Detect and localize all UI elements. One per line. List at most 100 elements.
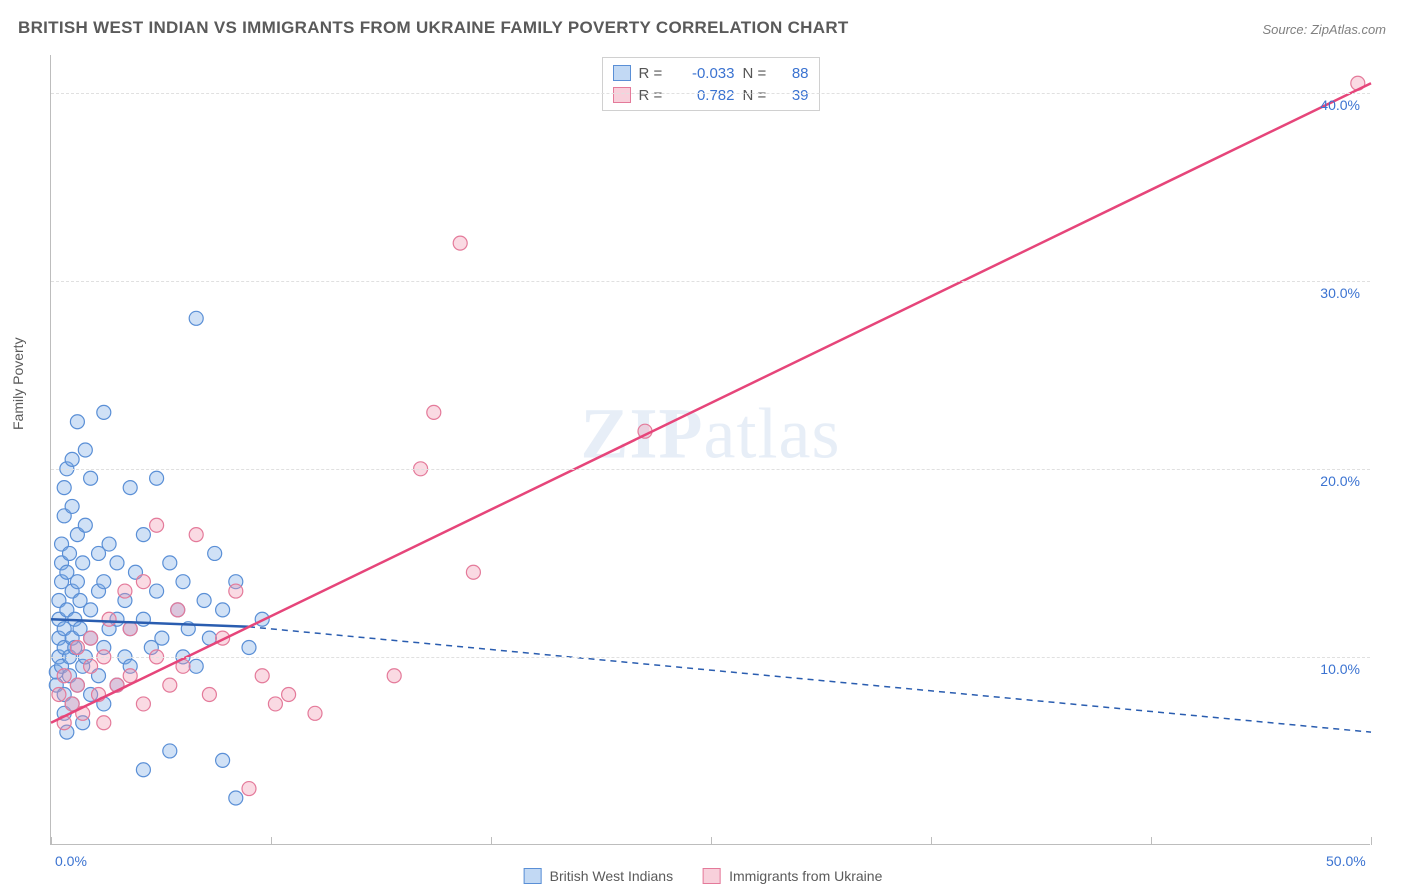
scatter-point bbox=[255, 669, 269, 683]
legend-row-2: R = 0.782 N = 39 bbox=[613, 84, 809, 106]
scatter-point bbox=[57, 481, 71, 495]
scatter-point bbox=[65, 499, 79, 513]
source-attribution: Source: ZipAtlas.com bbox=[1262, 22, 1386, 37]
swatch-series-1 bbox=[613, 65, 631, 81]
r-label: R = bbox=[639, 65, 667, 82]
scatter-point bbox=[453, 236, 467, 250]
x-tick bbox=[491, 837, 492, 845]
scatter-point bbox=[118, 584, 132, 598]
scatter-point bbox=[97, 575, 111, 589]
scatter-point bbox=[136, 697, 150, 711]
scatter-point bbox=[202, 688, 216, 702]
trend-line-dashed bbox=[249, 627, 1371, 732]
scatter-point bbox=[136, 528, 150, 542]
x-tick bbox=[51, 837, 52, 845]
scatter-point bbox=[123, 622, 137, 636]
scatter-point bbox=[216, 753, 230, 767]
scatter-point bbox=[84, 659, 98, 673]
scatter-point bbox=[171, 603, 185, 617]
y-tick-label: 20.0% bbox=[1320, 473, 1360, 489]
scatter-point bbox=[78, 443, 92, 457]
swatch-legend-1 bbox=[524, 868, 542, 884]
chart-svg bbox=[51, 55, 1370, 844]
r-value-2: 0.782 bbox=[675, 87, 735, 104]
x-tick bbox=[711, 837, 712, 845]
scatter-point bbox=[268, 697, 282, 711]
scatter-point bbox=[466, 565, 480, 579]
scatter-point bbox=[70, 678, 84, 692]
legend-series: British West Indians Immigrants from Ukr… bbox=[524, 868, 883, 884]
scatter-point bbox=[189, 311, 203, 325]
scatter-point bbox=[57, 669, 71, 683]
swatch-legend-2 bbox=[703, 868, 721, 884]
legend-row-1: R = -0.033 N = 88 bbox=[613, 62, 809, 84]
x-tick bbox=[271, 837, 272, 845]
plot-area: ZIPatlas R = -0.033 N = 88 R = 0.782 N =… bbox=[50, 55, 1370, 845]
scatter-point bbox=[102, 612, 116, 626]
n-value-2: 39 bbox=[779, 87, 809, 104]
scatter-point bbox=[70, 415, 84, 429]
r-value-1: -0.033 bbox=[675, 65, 735, 82]
y-tick-label: 10.0% bbox=[1320, 661, 1360, 677]
gridline bbox=[51, 281, 1370, 282]
scatter-point bbox=[52, 688, 66, 702]
scatter-point bbox=[242, 641, 256, 655]
scatter-point bbox=[176, 575, 190, 589]
scatter-point bbox=[70, 641, 84, 655]
y-axis-label: Family Poverty bbox=[10, 337, 26, 430]
chart-title: BRITISH WEST INDIAN VS IMMIGRANTS FROM U… bbox=[18, 18, 849, 38]
scatter-point bbox=[308, 706, 322, 720]
scatter-point bbox=[150, 584, 164, 598]
x-tick-label: 50.0% bbox=[1326, 853, 1366, 869]
scatter-point bbox=[150, 471, 164, 485]
scatter-point bbox=[150, 518, 164, 532]
scatter-point bbox=[427, 405, 441, 419]
scatter-point bbox=[216, 603, 230, 617]
scatter-point bbox=[136, 575, 150, 589]
n-label: N = bbox=[743, 87, 771, 104]
gridline bbox=[51, 469, 1370, 470]
scatter-point bbox=[387, 669, 401, 683]
gridline bbox=[51, 657, 1370, 658]
gridline bbox=[51, 93, 1370, 94]
scatter-point bbox=[163, 744, 177, 758]
scatter-point bbox=[78, 518, 92, 532]
legend-label-2: Immigrants from Ukraine bbox=[729, 868, 882, 884]
x-tick bbox=[931, 837, 932, 845]
scatter-point bbox=[97, 405, 111, 419]
scatter-point bbox=[189, 659, 203, 673]
scatter-point bbox=[97, 716, 111, 730]
swatch-series-2 bbox=[613, 87, 631, 103]
scatter-point bbox=[102, 537, 116, 551]
scatter-point bbox=[76, 556, 90, 570]
n-value-1: 88 bbox=[779, 65, 809, 82]
legend-item-2: Immigrants from Ukraine bbox=[703, 868, 882, 884]
scatter-point bbox=[136, 763, 150, 777]
scatter-point bbox=[208, 546, 222, 560]
scatter-point bbox=[110, 556, 124, 570]
legend-label-1: British West Indians bbox=[550, 868, 673, 884]
y-tick-label: 40.0% bbox=[1320, 97, 1360, 113]
scatter-point bbox=[62, 546, 76, 560]
scatter-point bbox=[197, 593, 211, 607]
legend-item-1: British West Indians bbox=[524, 868, 673, 884]
scatter-point bbox=[163, 556, 177, 570]
n-label: N = bbox=[743, 65, 771, 82]
scatter-point bbox=[229, 791, 243, 805]
scatter-point bbox=[189, 528, 203, 542]
scatter-point bbox=[242, 782, 256, 796]
scatter-point bbox=[163, 678, 177, 692]
scatter-point bbox=[84, 631, 98, 645]
legend-correlation: R = -0.033 N = 88 R = 0.782 N = 39 bbox=[602, 57, 820, 111]
scatter-point bbox=[84, 471, 98, 485]
scatter-point bbox=[229, 584, 243, 598]
scatter-point bbox=[65, 452, 79, 466]
scatter-point bbox=[84, 603, 98, 617]
x-tick bbox=[1151, 837, 1152, 845]
x-tick-label: 0.0% bbox=[55, 853, 87, 869]
y-tick-label: 30.0% bbox=[1320, 285, 1360, 301]
scatter-point bbox=[282, 688, 296, 702]
trend-line bbox=[51, 83, 1371, 723]
r-label: R = bbox=[639, 87, 667, 104]
scatter-point bbox=[123, 481, 137, 495]
